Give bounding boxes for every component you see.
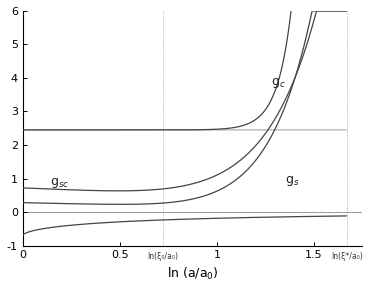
X-axis label: ln (a/a$_0$): ln (a/a$_0$)	[167, 266, 218, 282]
Text: ln(ξ*/a₀): ln(ξ*/a₀)	[331, 251, 363, 261]
Text: g$_{sc}$: g$_{sc}$	[50, 176, 69, 190]
Text: ln(ξ₀/a₀): ln(ξ₀/a₀)	[147, 251, 178, 261]
Text: g$_c$: g$_c$	[271, 76, 286, 90]
Text: g$_s$: g$_s$	[285, 173, 299, 188]
